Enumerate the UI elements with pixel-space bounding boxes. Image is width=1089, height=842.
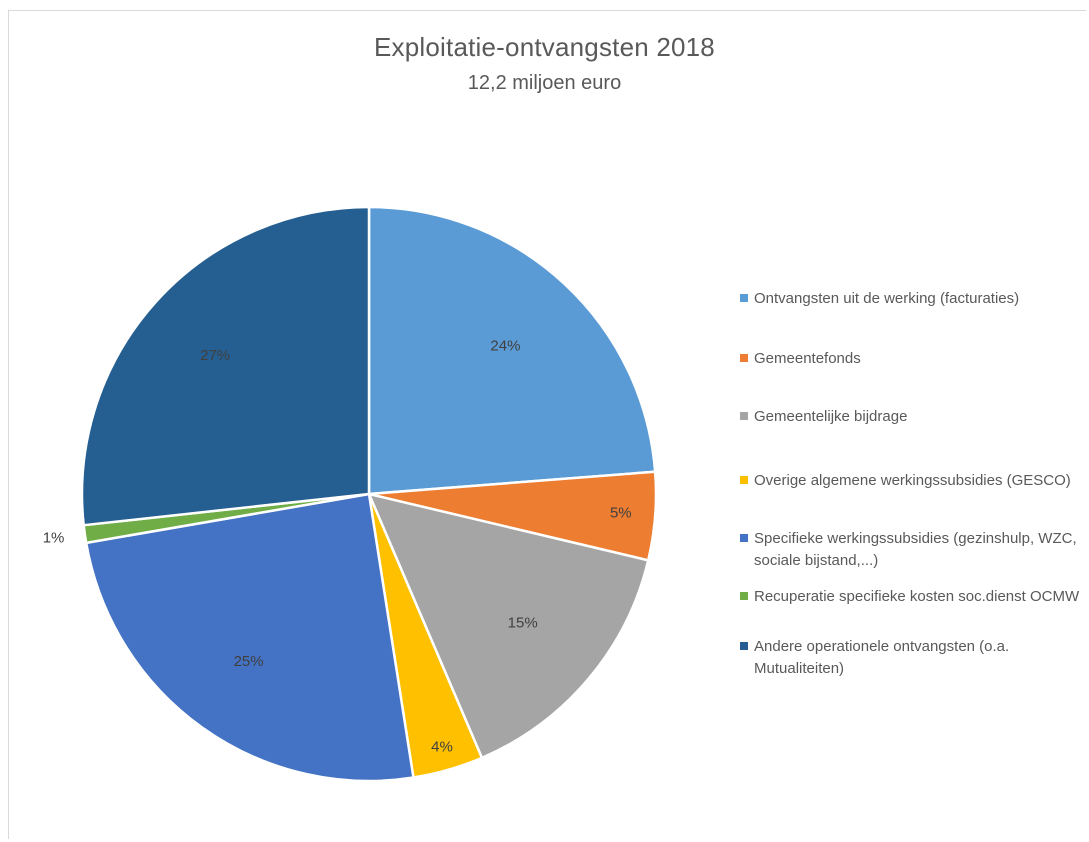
data-label: 4% [431,739,453,756]
legend-item: Gemeentelijke bijdrage [740,406,1085,428]
legend-swatch [740,592,748,600]
legend-item: Specifieke werkingssubsidies (gezinshulp… [740,528,1085,572]
chart-title: Exploitatie-ontvangsten 2018 [374,32,715,62]
legend-item: Recuperatie specifieke kosten soc.dienst… [740,586,1085,608]
legend-item: Overige algemene werkingssubsidies (GESC… [740,470,1085,492]
pie-slice [367,492,650,760]
legend-swatch [740,534,748,542]
pie-slice [84,492,415,783]
legend-label: Gemeentefonds [754,350,861,367]
legend-item: Ontvangsten uit de werking (facturaties) [740,288,1085,310]
legend-swatch [740,476,748,484]
legend-label: Andere operationele ontvangsten (o.a. Mu… [754,638,1010,677]
legend-label: Gemeentelijke bijdrage [754,408,908,425]
pie-slice [367,205,657,496]
legend-item: Gemeentefonds [740,348,1085,370]
legend-swatch [740,294,748,302]
legend-label: Recuperatie specifieke kosten soc.dienst… [754,588,1080,605]
legend-label: Ontvangsten uit de werking (facturaties) [754,290,1020,307]
legend-swatch [740,412,748,420]
chart-frame [8,10,1086,839]
legend-item: Andere operationele ontvangsten (o.a. Mu… [740,636,1085,680]
pie-slice [80,205,371,527]
data-label: 27% [200,347,230,364]
data-label: 5% [610,505,632,522]
data-label: 25% [234,653,264,670]
data-label: 24% [490,337,520,354]
legend-swatch [740,354,748,362]
data-label: 15% [508,614,538,631]
chart-subtitle: 12,2 miljoen euro [467,72,622,94]
legend-swatch [740,642,748,650]
data-label: 1% [43,529,65,546]
legend-label: Specifieke werkingssubsidies (gezinshulp… [754,530,1077,569]
legend-label: Overige algemene werkingssubsidies (GESC… [754,472,1071,489]
